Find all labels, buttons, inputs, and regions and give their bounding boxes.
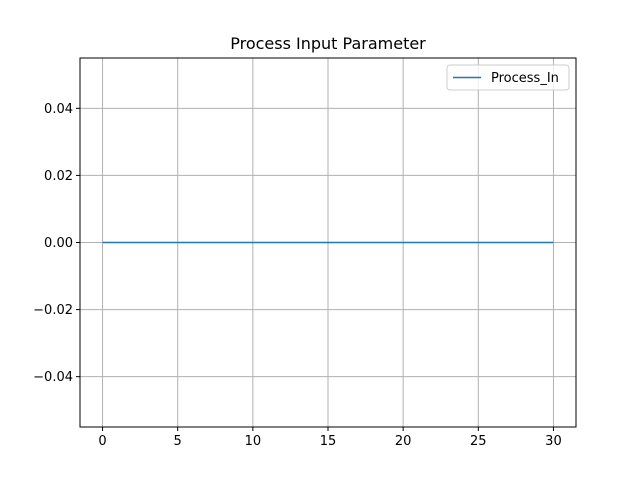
y-tick-label: −0.02: [33, 303, 73, 318]
x-axis-ticks: 0 5 10 15 20 25 30: [98, 427, 562, 449]
x-tick-label: 0: [98, 434, 106, 449]
x-tick-label: 30: [545, 434, 562, 449]
x-tick-label: 20: [395, 434, 412, 449]
x-tick-label: 15: [320, 434, 337, 449]
y-tick-label: 0.02: [44, 169, 73, 184]
legend-label: Process_In: [491, 71, 559, 86]
y-tick-label: 0.00: [44, 236, 73, 251]
y-tick-label: 0.04: [44, 102, 73, 117]
y-axis-ticks: 0.04 0.02 0.00 −0.02 −0.04: [33, 102, 80, 385]
legend: Process_In: [446, 64, 570, 91]
y-tick-label: −0.04: [33, 370, 73, 385]
x-tick-label: 25: [470, 434, 487, 449]
x-tick-label: 5: [174, 434, 182, 449]
chart-title: Process Input Parameter: [230, 34, 426, 53]
legend-box: [446, 64, 570, 91]
x-tick-label: 10: [245, 434, 262, 449]
